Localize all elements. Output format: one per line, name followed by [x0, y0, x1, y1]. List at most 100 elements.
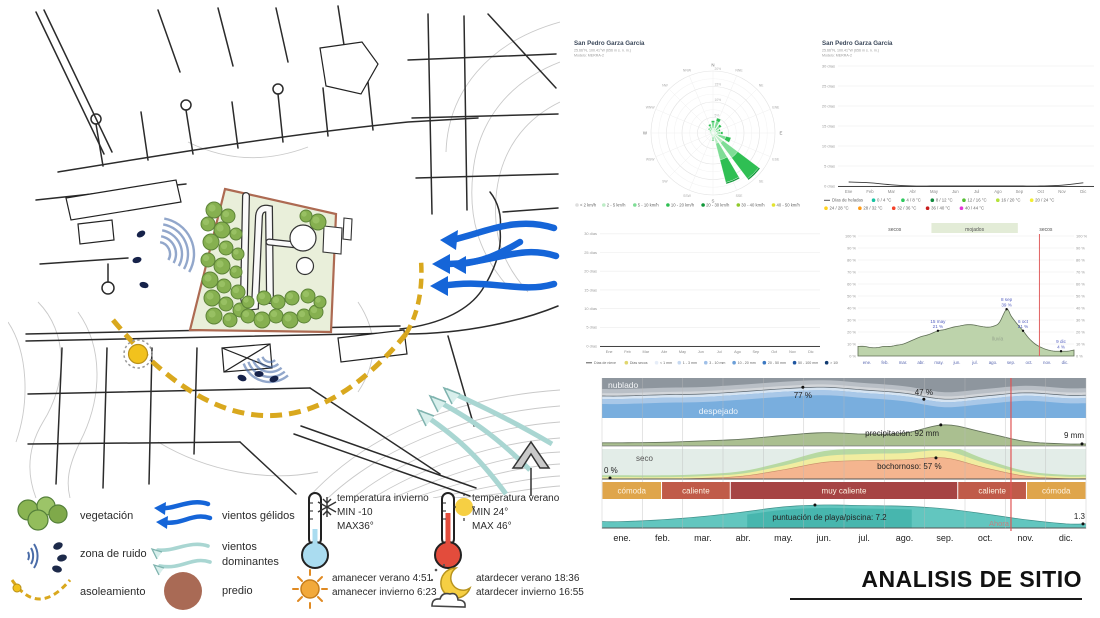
- svg-text:20 %: 20 %: [1076, 329, 1085, 334]
- svg-text:abr.: abr.: [736, 533, 751, 543]
- legend-temp-verano: temperatura verano MIN 24° MAX 46°: [472, 493, 560, 532]
- svg-text:40 - 50 km/h: 40 - 50 km/h: [777, 202, 801, 207]
- svg-text:precipitación: 92 mm: precipitación: 92 mm: [865, 429, 939, 438]
- svg-text:20 días: 20 días: [822, 103, 835, 108]
- svg-text:cómoda: cómoda: [1042, 487, 1071, 496]
- svg-text:70 %: 70 %: [847, 269, 856, 274]
- sun-path-icon: [10, 579, 72, 601]
- svg-text:Días de heladas: Días de heladas: [832, 198, 863, 203]
- noise-zone-icon: [27, 542, 67, 573]
- svg-text:S: S: [712, 198, 715, 203]
- svg-text:Sep: Sep: [752, 350, 759, 354]
- svg-text:secos: secos: [888, 227, 902, 233]
- svg-text:70 %: 70 %: [1076, 269, 1085, 274]
- vegetation-trees: [200, 201, 327, 329]
- svg-text:10 días: 10 días: [584, 306, 597, 311]
- svg-text:0 %: 0 %: [604, 466, 618, 475]
- svg-text:30 - 40 km/h: 30 - 40 km/h: [741, 202, 765, 207]
- precipitation-days-chart: 0 días 5 días 10 días 15 días 20 días 25 días…: [584, 231, 838, 365]
- svg-text:SSW: SSW: [683, 194, 692, 198]
- svg-text:bochornoso: 57 %: bochornoso: 57 %: [877, 462, 942, 471]
- svg-text:sep.: sep.: [1007, 360, 1015, 365]
- svg-text:secos: secos: [1039, 227, 1053, 233]
- svg-text:100 %: 100 %: [845, 233, 857, 238]
- svg-text:may.: may.: [934, 360, 943, 365]
- svg-text:21 %: 21 %: [933, 324, 943, 329]
- svg-text:Ahora: Ahora: [989, 519, 1010, 528]
- svg-text:May: May: [930, 189, 939, 194]
- wind-rose-chart: San Pedro Garza García 25.66°N, 100.41°W …: [574, 40, 801, 207]
- svg-text:25.66°N, 100.41°W (656 m s. n.: 25.66°N, 100.41°W (656 m s. n. m.): [822, 49, 879, 53]
- svg-text:Sep: Sep: [1016, 189, 1024, 194]
- svg-text:60 %: 60 %: [1076, 281, 1085, 286]
- svg-text:9 dic: 9 dic: [1056, 339, 1066, 344]
- svg-text:ene.: ene.: [863, 360, 872, 365]
- svg-text:NNW: NNW: [683, 69, 692, 73]
- svg-text:oct.: oct.: [978, 533, 993, 543]
- svg-text:feb.: feb.: [655, 533, 670, 543]
- legend-label-vientos-dominantes: vientos dominantes: [222, 541, 279, 568]
- sun-small-icon: [453, 493, 475, 521]
- svg-text:5%: 5%: [715, 114, 720, 118]
- svg-text:4 %: 4 %: [1057, 344, 1065, 349]
- svg-text:Días secos: Días secos: [630, 361, 648, 365]
- north-arrow-icon: [511, 440, 551, 496]
- svg-text:ago.: ago.: [896, 533, 914, 543]
- svg-text:ESE: ESE: [772, 157, 780, 161]
- svg-text:Modelo: MERRA-2: Modelo: MERRA-2: [822, 54, 852, 58]
- svg-text:25 días: 25 días: [822, 83, 835, 88]
- svg-text:5 días: 5 días: [586, 325, 597, 330]
- svg-text:30 días: 30 días: [822, 63, 835, 68]
- sunrise-icon: [292, 569, 328, 609]
- svg-text:Mar: Mar: [888, 189, 896, 194]
- svg-text:39 %: 39 %: [1001, 302, 1011, 307]
- svg-text:dic.: dic.: [1059, 533, 1073, 543]
- svg-text:8 / 12 °C: 8 / 12 °C: [936, 198, 953, 203]
- svg-text:100 %: 100 %: [1076, 233, 1088, 238]
- svg-text:10 - 20 mm: 10 - 20 mm: [738, 361, 756, 365]
- svg-text:seco: seco: [636, 454, 653, 463]
- svg-text:Jul: Jul: [717, 350, 722, 354]
- svg-text:SW: SW: [662, 179, 668, 183]
- svg-text:15%: 15%: [715, 83, 722, 87]
- svg-text:30 %: 30 %: [1076, 317, 1085, 322]
- svg-text:Ene: Ene: [606, 350, 613, 354]
- svg-text:mar.: mar.: [694, 533, 712, 543]
- svg-text:despejado: despejado: [699, 406, 739, 416]
- svg-text:15 may: 15 may: [930, 319, 946, 324]
- svg-text:0 días: 0 días: [586, 343, 597, 348]
- svg-text:25.66°N, 100.41°W (656 m s. n.: 25.66°N, 100.41°W (656 m s. n. m.): [574, 49, 631, 53]
- svg-text:oct.: oct.: [1025, 360, 1032, 365]
- winter-thermometer-icon: [301, 492, 337, 569]
- noise-zones: [132, 217, 289, 384]
- svg-text:5 días: 5 días: [824, 163, 835, 168]
- svg-text:San Pedro Garza García: San Pedro Garza García: [822, 40, 893, 47]
- svg-text:Feb: Feb: [866, 189, 874, 194]
- svg-text:6 oct: 6 oct: [1018, 319, 1029, 324]
- vegetation-icon: [17, 496, 68, 531]
- svg-text:40 %: 40 %: [1076, 305, 1085, 310]
- svg-text:10 días: 10 días: [822, 143, 835, 148]
- svg-text:25 días: 25 días: [584, 250, 597, 255]
- page-title: ANALISIS DE SITIO: [861, 566, 1082, 592]
- svg-text:NNE: NNE: [735, 69, 743, 73]
- site-map: [8, 5, 560, 498]
- svg-text:sep.: sep.: [936, 533, 953, 543]
- svg-text:caliente: caliente: [978, 487, 1006, 496]
- svg-text:Abr: Abr: [909, 189, 916, 194]
- svg-text:20 %: 20 %: [847, 329, 856, 334]
- svg-text:20%: 20%: [715, 67, 722, 71]
- svg-text:15 días: 15 días: [822, 123, 835, 128]
- legend-label-predio: predio: [222, 585, 253, 597]
- svg-text:1.3: 1.3: [1074, 512, 1086, 521]
- svg-text:Dic: Dic: [1080, 189, 1086, 194]
- svg-text:ago.: ago.: [989, 360, 998, 365]
- svg-text:2 - 5 km/h: 2 - 5 km/h: [607, 202, 626, 207]
- svg-text:Jul: Jul: [974, 189, 979, 194]
- svg-text:10 %: 10 %: [1076, 341, 1085, 346]
- svg-text:40 %: 40 %: [847, 305, 856, 310]
- legend-amanecer: amanecer verano 4:51 amanecer invierno 6…: [332, 573, 437, 598]
- svg-text:10 - 20 km/h: 10 - 20 km/h: [671, 202, 695, 207]
- svg-text:16 / 20 °C: 16 / 20 °C: [1001, 198, 1020, 203]
